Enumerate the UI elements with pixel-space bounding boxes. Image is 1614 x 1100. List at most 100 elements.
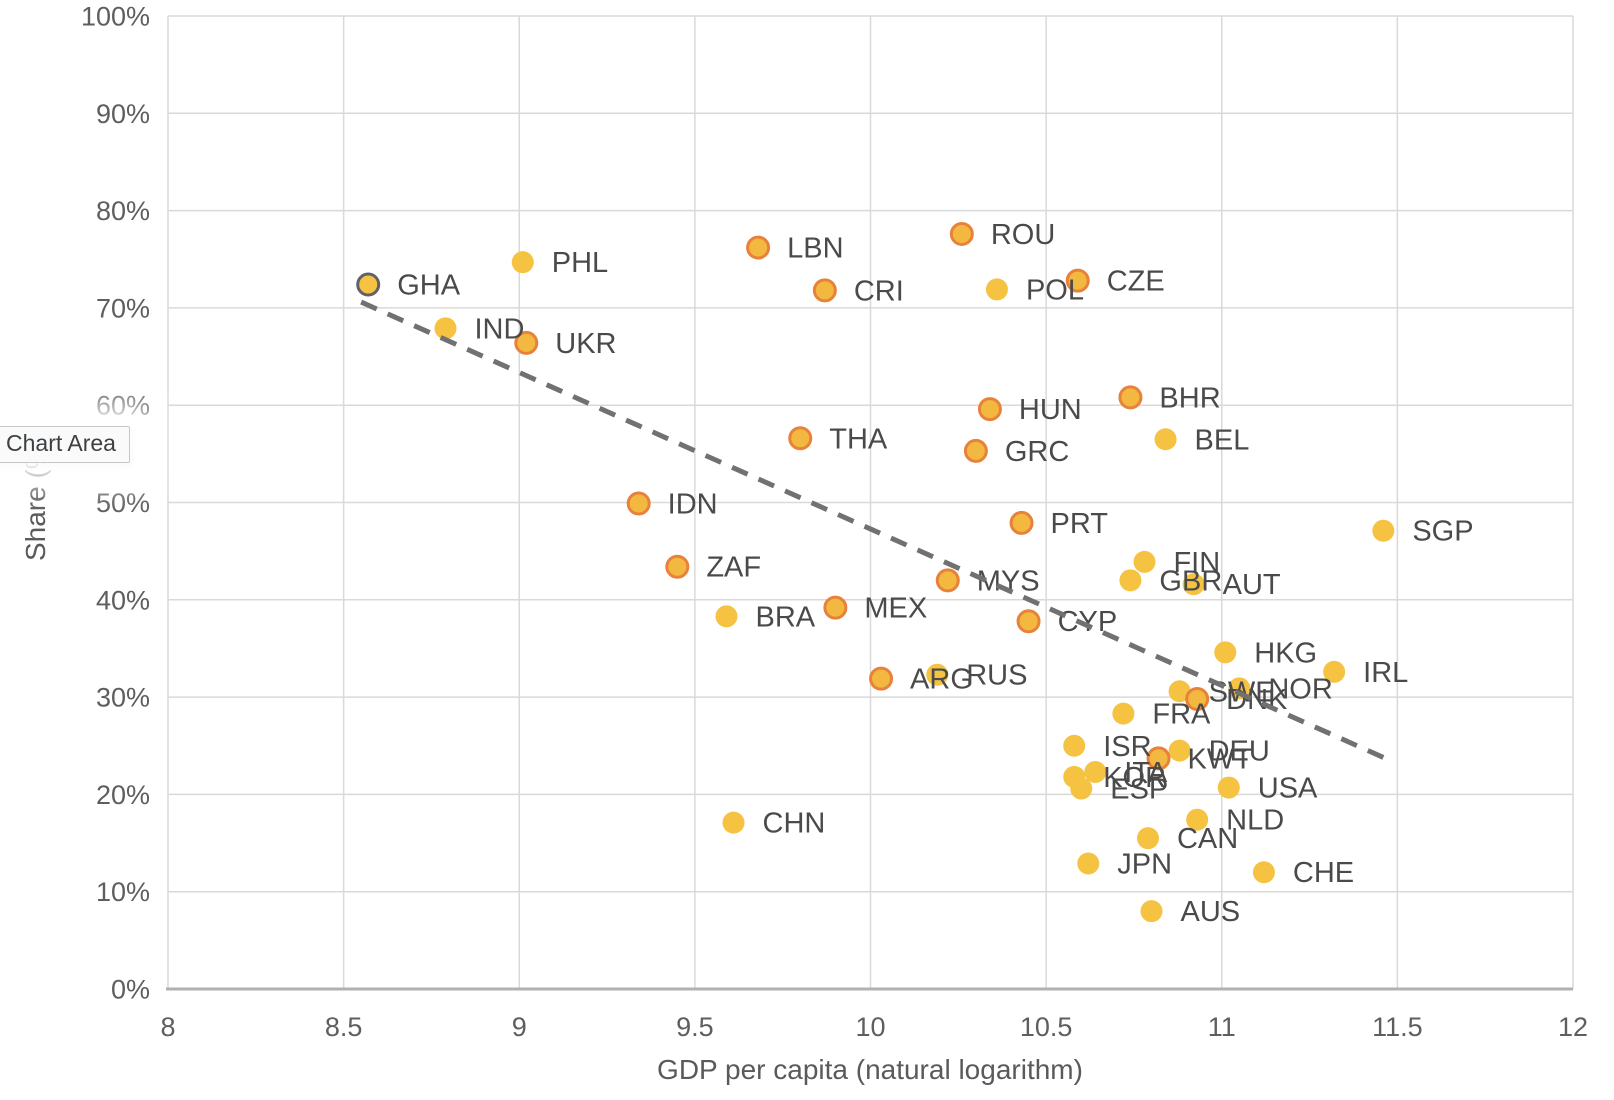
point-label-USA: USA (1258, 773, 1318, 805)
point-FIN[interactable] (1133, 550, 1156, 573)
point-label-HUN: HUN (1019, 394, 1082, 426)
point-label-ESP: ESP (1110, 774, 1168, 806)
point-label-MEX: MEX (864, 593, 927, 625)
x-tick-11.5: 11.5 (1372, 1012, 1423, 1042)
point-POL[interactable] (985, 278, 1008, 301)
point-FRA[interactable] (1112, 702, 1135, 725)
point-label-PRT: PRT (1051, 508, 1109, 540)
point-label-SGP: SGP (1412, 516, 1473, 548)
point-DNK[interactable] (1185, 687, 1210, 712)
point-CAN[interactable] (1136, 827, 1159, 850)
point-label-NLD: NLD (1226, 805, 1284, 837)
y-tick-60%: 60% (96, 391, 150, 421)
point-label-THA: THA (829, 423, 888, 455)
point-KWT[interactable] (1146, 746, 1171, 771)
y-tick-90%: 90% (96, 99, 150, 129)
point-HUN[interactable] (977, 397, 1002, 422)
point-PRT[interactable] (1009, 510, 1034, 535)
point-label-GRC: GRC (1005, 436, 1069, 468)
point-DEU[interactable] (1168, 739, 1191, 762)
point-label-ZAF: ZAF (706, 552, 761, 584)
point-ESP[interactable] (1070, 777, 1093, 800)
point-label-AUS: AUS (1181, 896, 1241, 928)
point-label-HKG: HKG (1254, 637, 1317, 669)
point-ZAF[interactable] (665, 554, 690, 579)
gridlines (167, 15, 1574, 990)
point-USA[interactable] (1217, 776, 1240, 799)
point-label-LBN: LBN (787, 233, 843, 265)
point-RUS[interactable] (926, 663, 949, 686)
x-tick-9.5: 9.5 (676, 1012, 714, 1042)
point-label-CZE: CZE (1107, 266, 1165, 298)
point-label-PHL: PHL (552, 247, 608, 279)
point-IDN[interactable] (626, 491, 651, 516)
point-THA[interactable] (788, 426, 813, 451)
point-CHN[interactable] (722, 811, 745, 834)
point-label-ROU: ROU (991, 219, 1055, 251)
y-tick-80%: 80% (96, 196, 150, 226)
point-label-IND: IND (474, 313, 524, 345)
point-label-FIN: FIN (1173, 547, 1220, 579)
point-CYP[interactable] (1016, 609, 1041, 634)
point-GHA[interactable] (356, 272, 381, 297)
point-SWE[interactable] (1168, 680, 1191, 703)
point-CHE[interactable] (1252, 861, 1275, 884)
point-UKR[interactable] (514, 330, 539, 355)
point-label-FRA: FRA (1152, 699, 1211, 731)
point-BHR[interactable] (1118, 385, 1143, 410)
point-label-KOR: KOR (1103, 762, 1166, 794)
point-ITA[interactable] (1084, 761, 1107, 784)
point-label-BHR: BHR (1159, 382, 1220, 414)
axis-tick-labels: 8 8.5 9 9.5 10 10.5 11 11.5 12 0% 10% 20% 30% 40% 50% 6… (81, 2, 1588, 1043)
y-tick-0%: 0% (111, 975, 150, 1005)
point-ISR[interactable] (1063, 734, 1086, 757)
y-tick-100%: 100% (81, 2, 150, 32)
x-tick-12: 12 (1558, 1012, 1588, 1042)
point-AUT[interactable] (1182, 573, 1205, 596)
point-NLD[interactable] (1186, 808, 1209, 831)
data-point-labels: GHA PHL IND UKR LBN CRI ROU POL CZE HUN BHR THA GRC B… (397, 219, 1473, 928)
point-label-CAN: CAN (1177, 823, 1238, 855)
point-MYS[interactable] (935, 568, 960, 593)
point-ARG[interactable] (869, 666, 894, 691)
point-MEX[interactable] (823, 595, 848, 620)
point-PHL[interactable] (511, 251, 534, 274)
point-BEL[interactable] (1154, 428, 1177, 451)
point-label-DEU: DEU (1209, 736, 1270, 768)
point-CRI[interactable] (812, 278, 837, 303)
point-AUS[interactable] (1140, 900, 1163, 923)
point-label-POL: POL (1026, 274, 1084, 306)
point-label-DNK: DNK (1226, 684, 1288, 716)
point-label-ISR: ISR (1103, 731, 1151, 763)
point-GRC[interactable] (963, 438, 988, 463)
point-GBR[interactable] (1119, 569, 1142, 592)
x-tick-10: 10 (855, 1012, 885, 1042)
point-CZE[interactable] (1065, 268, 1090, 293)
trend-line-segment[interactable] (360, 299, 1385, 760)
y-tick-70%: 70% (96, 293, 150, 323)
point-IRL[interactable] (1323, 660, 1346, 683)
point-LBN[interactable] (746, 235, 771, 260)
point-label-ITA: ITA (1124, 757, 1168, 789)
point-label-BEL: BEL (1195, 424, 1250, 456)
point-HKG[interactable] (1214, 641, 1237, 664)
point-label-AUT: AUT (1223, 569, 1281, 601)
x-tick-10.5: 10.5 (1020, 1012, 1073, 1042)
y-tick-40%: 40% (96, 585, 150, 615)
point-label-IDN: IDN (668, 488, 718, 520)
point-label-KWT: KWT (1188, 743, 1253, 775)
point-JPN[interactable] (1077, 852, 1100, 875)
y-tick-30%: 30% (96, 683, 150, 713)
point-ROU[interactable] (949, 221, 974, 246)
x-axis-title: GDP per capita (natural logarithm) (657, 1054, 1083, 1085)
point-BRA[interactable] (715, 605, 738, 628)
y-tick-50%: 50% (96, 488, 150, 518)
point-SGP[interactable] (1372, 519, 1395, 542)
x-tick-8: 8 (160, 1012, 175, 1042)
point-IND[interactable] (434, 317, 457, 340)
point-label-RUS: RUS (966, 660, 1027, 692)
x-tick-11: 11 (1208, 1012, 1236, 1042)
point-label-BRA: BRA (755, 601, 815, 633)
